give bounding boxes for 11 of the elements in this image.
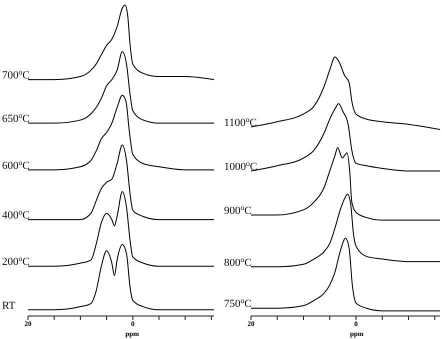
series-label: 600$^{o}$C xyxy=(2,157,30,172)
series-label: 400$^{o}$C xyxy=(2,207,30,222)
series-label: 200$^{o}$C xyxy=(2,254,30,268)
series-label: 800$^{o}$C xyxy=(224,254,252,269)
series-label: 1000$^{o}$C xyxy=(224,158,258,173)
series-label: 650$^{o}$C xyxy=(2,110,30,126)
series-label: 700$^{o}$C xyxy=(2,67,30,82)
series-label: 750$^{o}$C xyxy=(224,296,252,310)
series-label: RT xyxy=(2,300,16,312)
series-label: 900$^{o}$C xyxy=(224,202,252,217)
series-label: 1100$^{o}$C xyxy=(224,114,257,129)
